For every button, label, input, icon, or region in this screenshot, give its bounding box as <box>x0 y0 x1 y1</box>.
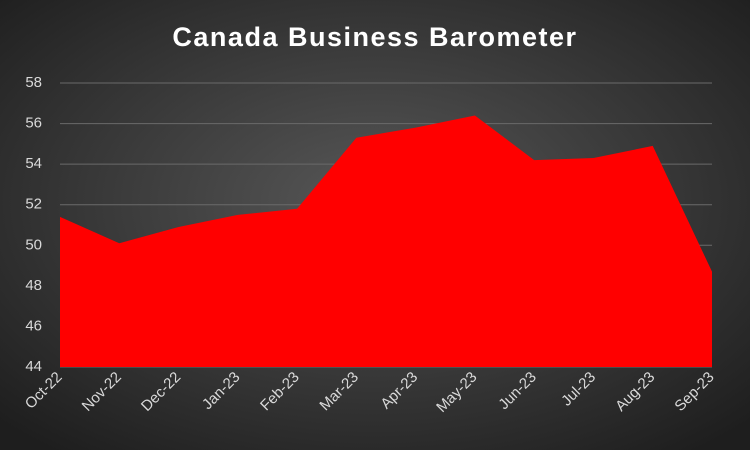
y-tick-label: 50 <box>25 236 42 253</box>
y-tick-label: 58 <box>25 74 42 91</box>
plot <box>60 115 712 367</box>
y-tick-label: 56 <box>25 115 42 132</box>
y-tick-label: 44 <box>25 358 42 375</box>
y-tick-label: 54 <box>25 155 42 172</box>
chart-title: Canada Business Barometer <box>172 22 577 52</box>
y-tick-label: 52 <box>25 196 42 213</box>
area <box>60 115 712 367</box>
y-tick-label: 48 <box>25 277 42 294</box>
y-tick-label: 46 <box>25 317 42 334</box>
